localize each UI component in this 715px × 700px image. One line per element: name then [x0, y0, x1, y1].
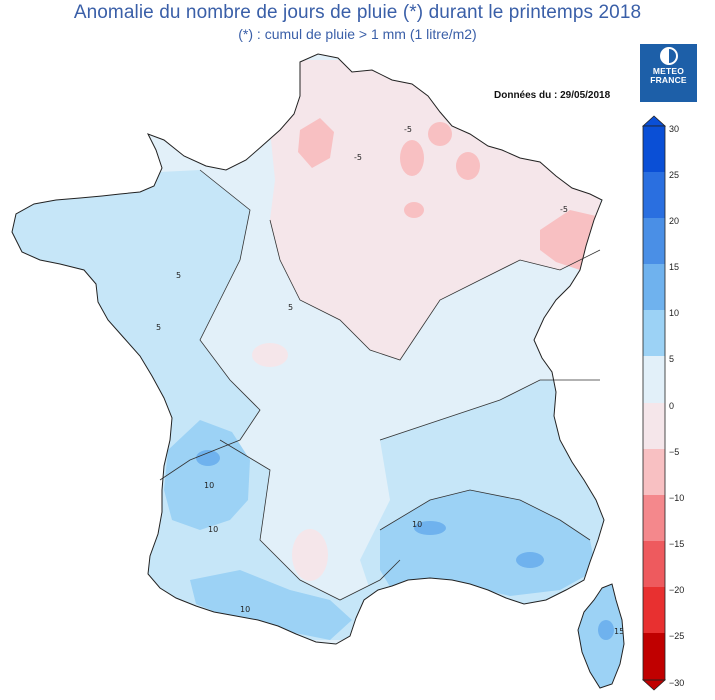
legend-band-10-15: [643, 264, 665, 310]
legend-tick: 5: [669, 354, 674, 364]
contour-label: 10: [208, 525, 218, 534]
meteo-france-logo: METEO FRANCE: [640, 44, 697, 102]
legend-ticks: 30 25 20 15 10 5 0 −5 −10 −15 −20 −25 −3…: [669, 124, 684, 688]
legend-tick: −15: [669, 539, 684, 549]
zone-med-10-15: [380, 490, 596, 596]
zone-languedoc-15: [414, 521, 446, 535]
legend-band-neg20-neg25: [643, 587, 665, 633]
zone-north-neg5-a: [298, 118, 334, 168]
contour-label: -5: [404, 125, 412, 134]
logo-mark-icon: [659, 47, 678, 65]
legend-colorbar: [641, 115, 667, 691]
anomaly-field: [12, 54, 624, 688]
legend-tick: −30: [669, 678, 684, 688]
legend-band-5-10: [643, 310, 665, 356]
contour-5-sw: [219, 439, 401, 601]
legend-frame: [642, 125, 666, 681]
contour-label: 10: [204, 481, 214, 490]
contour-label: 10: [240, 605, 250, 614]
zone-north-neg5-e: [404, 202, 424, 218]
legend-band-0-5: [643, 356, 665, 403]
legend-arrow-bottom: [641, 679, 667, 691]
legend-tick: 25: [669, 170, 679, 180]
zone-aquitaine-10-15: [164, 420, 250, 530]
legend-arrow-top: [641, 115, 667, 127]
zone-north-neg5-b: [400, 140, 424, 176]
contour-lines: [159, 169, 601, 601]
legend-tick: 30: [669, 124, 679, 134]
contour-5-west: [159, 169, 261, 481]
legend-band-25-30: [643, 126, 665, 172]
contour-label: -5: [354, 153, 362, 162]
logo-line1: METEO: [652, 66, 685, 76]
legend-tick: −25: [669, 631, 684, 641]
contour-label: -5: [560, 205, 568, 214]
zone-pyrenees-10-15: [190, 570, 352, 640]
contour-label: 15: [614, 627, 624, 636]
legend-band-0-neg5: [643, 403, 665, 449]
logo-line2: FRANCE: [650, 75, 687, 85]
legend-tick: −10: [669, 493, 684, 503]
zone-massif-pink: [292, 529, 328, 581]
map-title: Anomalie du nombre de jours de pluie (*)…: [73, 2, 642, 23]
zone-west-5-10: [12, 170, 260, 480]
contour-5-se: [379, 379, 600, 441]
zone-east-neg5: [540, 210, 596, 270]
contour-label: 10: [412, 520, 422, 529]
legend-tick: 0: [669, 401, 674, 411]
legend-band-15-20: [643, 218, 665, 264]
zone-corse-15: [598, 620, 614, 640]
contour-0-north: [269, 219, 601, 361]
zone-alpes-15: [516, 552, 544, 568]
legend-band-neg10-neg15: [643, 495, 665, 541]
zone-north-neg5-d: [456, 152, 480, 180]
legend-band-neg25-neg30: [643, 633, 665, 680]
legend-band-20-25: [643, 172, 665, 218]
legend-tick: −20: [669, 585, 684, 595]
legend-band-neg15-neg20: [643, 541, 665, 587]
contour-label: 5: [288, 303, 293, 312]
legend-tick: 20: [669, 216, 679, 226]
legend-tick: 10: [669, 308, 679, 318]
contour-label: 5: [176, 271, 181, 280]
contour-label: 5: [156, 323, 161, 332]
contour-10-med: [379, 489, 591, 541]
legend-band-neg5-neg10: [643, 449, 665, 495]
zone-north-neg5-c: [428, 122, 452, 146]
zone-aquitaine-15: [196, 450, 220, 466]
map-subtitle: (*) : cumul de pluie > 1 mm (1 litre/m2): [238, 26, 477, 42]
legend-tick: 15: [669, 262, 679, 272]
zone-centre-pink: [252, 343, 288, 367]
data-date-label: Données du : 29/05/2018: [494, 90, 611, 101]
legend-tick: −5: [669, 447, 679, 457]
